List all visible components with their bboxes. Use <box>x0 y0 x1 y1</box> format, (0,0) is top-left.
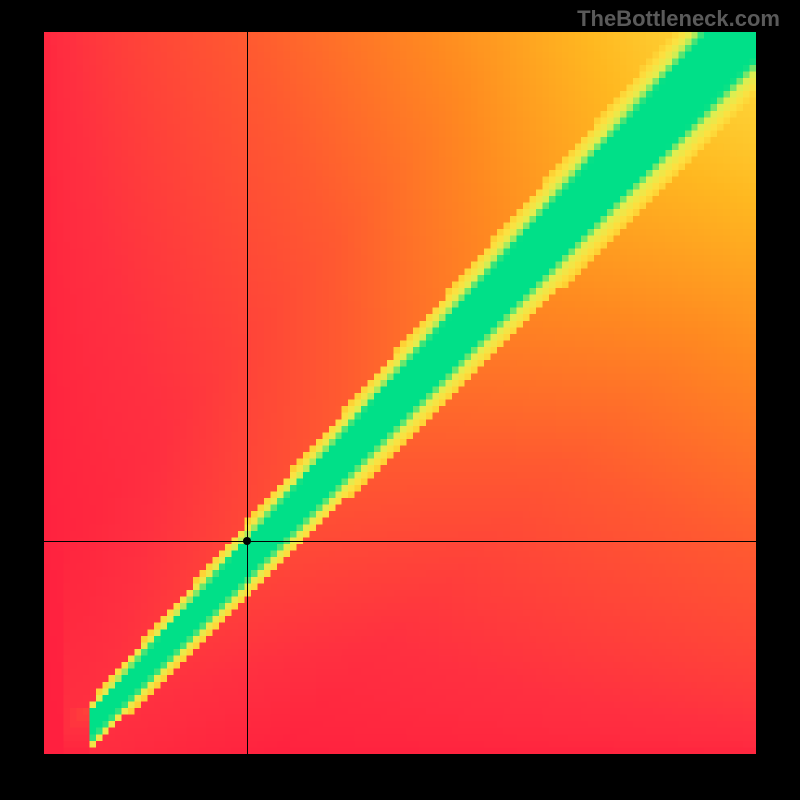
crosshair-vertical <box>247 32 248 754</box>
plot-area <box>44 32 756 754</box>
heatmap-canvas <box>44 32 756 754</box>
marker-dot <box>243 537 251 545</box>
chart-container: TheBottleneck.com <box>0 0 800 800</box>
crosshair-horizontal <box>44 541 756 542</box>
attribution-text: TheBottleneck.com <box>577 6 780 32</box>
